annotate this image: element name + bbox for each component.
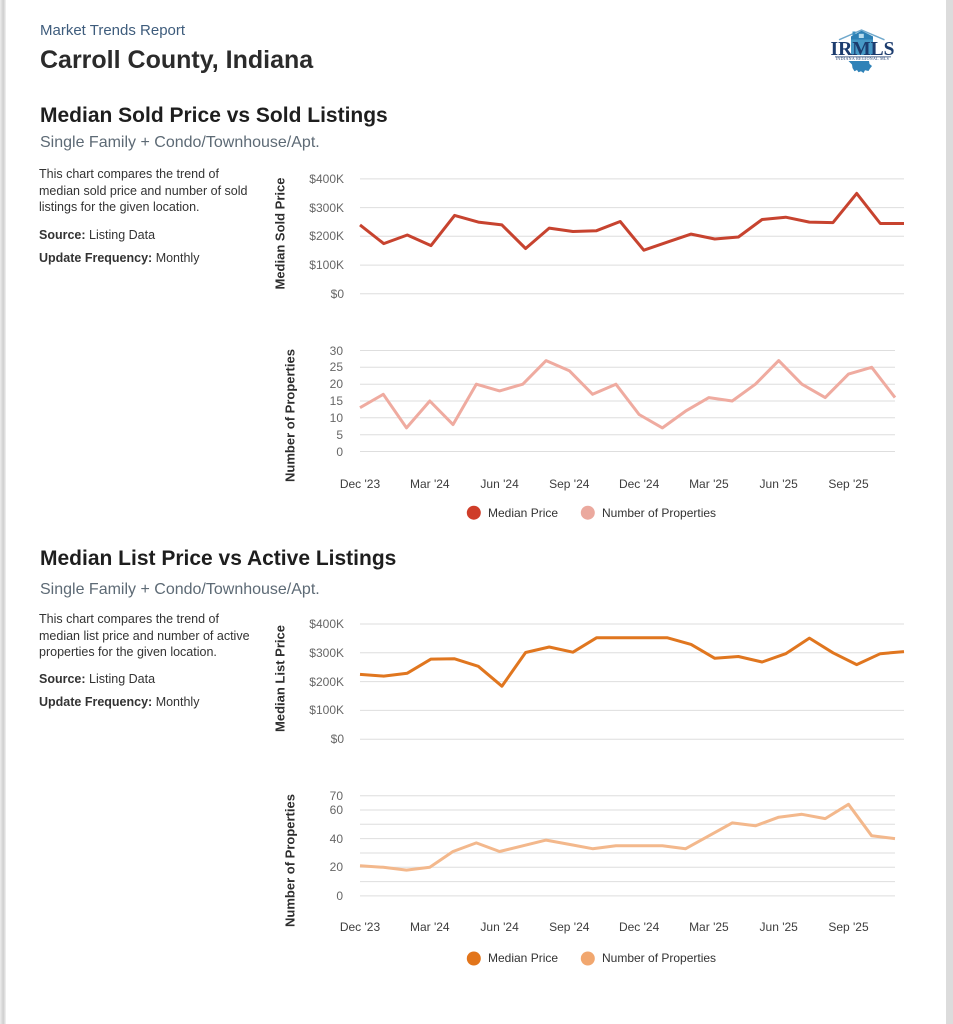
svg-text:IRMLS: IRMLS xyxy=(831,39,895,60)
svg-text:INDIANA REGIONAL MLS: INDIANA REGIONAL MLS xyxy=(836,56,889,61)
